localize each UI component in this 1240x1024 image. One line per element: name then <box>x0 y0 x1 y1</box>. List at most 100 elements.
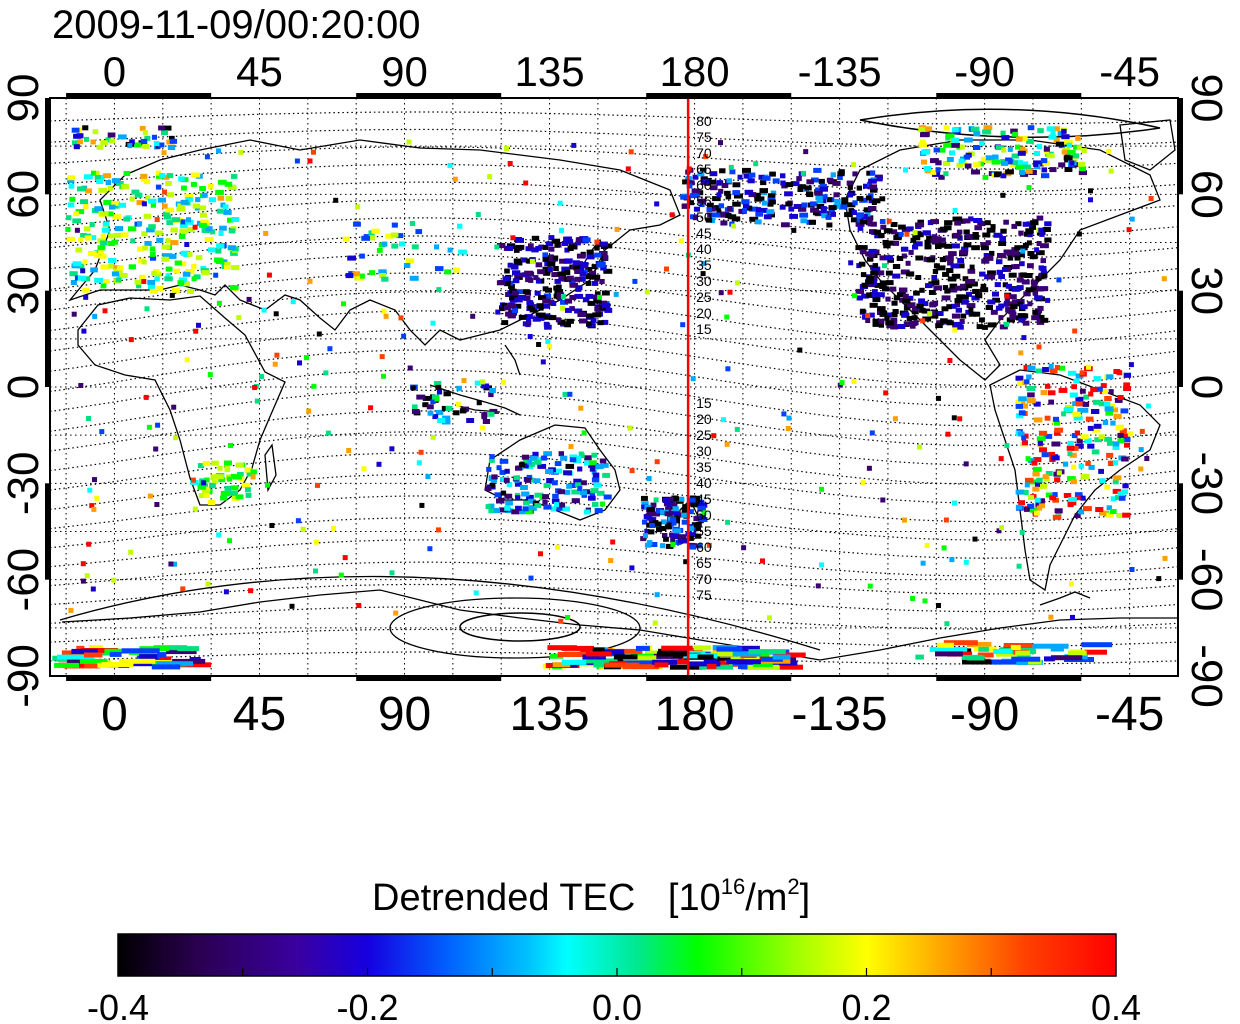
tec-point <box>1035 275 1042 281</box>
tec-point <box>980 156 986 162</box>
tec-point <box>948 287 958 293</box>
tec-point <box>514 303 522 309</box>
tec-point <box>535 278 541 284</box>
tec-point <box>77 186 86 192</box>
tec-point <box>526 474 533 480</box>
tec-point <box>396 233 404 239</box>
tec-point <box>658 526 667 531</box>
tec-point <box>816 204 825 209</box>
tec-point <box>703 154 709 160</box>
tec-point <box>250 474 256 480</box>
tec-point <box>1015 375 1024 381</box>
bottom-lon-tick: -90 <box>950 688 1019 741</box>
tec-point <box>1056 141 1065 147</box>
colorbar-tick-label: 0.0 <box>592 987 642 1024</box>
tec-point <box>1015 489 1025 495</box>
tec-point <box>797 347 803 353</box>
tec-point <box>356 603 362 608</box>
tec-point <box>1102 420 1109 425</box>
tec-point <box>187 251 193 257</box>
tec-point <box>692 495 701 501</box>
tec-point <box>924 244 932 250</box>
tec-point <box>272 361 278 367</box>
tec-point <box>113 232 121 238</box>
tec-point <box>850 217 857 223</box>
tec-point <box>566 483 572 489</box>
tec-point <box>966 303 976 309</box>
tec-point <box>376 247 383 253</box>
tec-point <box>1004 293 1010 299</box>
tec-point <box>161 244 171 250</box>
tec-point <box>522 289 530 295</box>
tec-point <box>488 411 495 417</box>
tec-point <box>544 324 552 330</box>
tec-point <box>681 203 690 209</box>
tec-point <box>952 327 958 333</box>
tec-point <box>724 441 730 447</box>
tec-point <box>1071 433 1078 439</box>
tec-point <box>604 307 613 313</box>
tec-point <box>1078 509 1085 515</box>
tec-point <box>1022 440 1028 446</box>
tec-point <box>910 320 918 326</box>
tec-point <box>528 277 534 283</box>
tec-point <box>90 586 96 592</box>
tec-point <box>640 536 647 542</box>
tec-point <box>487 174 493 180</box>
tec-point <box>1046 153 1055 159</box>
tec-point <box>1106 148 1112 154</box>
tec-point <box>682 538 689 544</box>
tec-point <box>585 293 594 299</box>
tec-point <box>591 264 597 270</box>
tec-point <box>498 507 508 513</box>
tec-point <box>973 145 981 150</box>
tec-point <box>499 306 505 312</box>
tec-point <box>1120 408 1129 414</box>
tec-point <box>381 373 386 379</box>
tec-point <box>209 483 216 489</box>
meridian-south-label: 40 <box>696 475 712 491</box>
tec-point <box>972 234 979 239</box>
tec-point <box>728 645 760 651</box>
tec-point <box>851 210 857 215</box>
tec-point <box>707 202 714 208</box>
tec-point <box>503 477 510 483</box>
tec-point <box>767 193 776 199</box>
tec-point <box>504 493 513 499</box>
tec-point <box>697 198 707 204</box>
tec-point <box>973 311 981 317</box>
tec-point <box>231 265 240 271</box>
tec-point <box>1054 365 1060 370</box>
tec-point <box>204 237 214 242</box>
tec-point <box>725 519 731 525</box>
tec-point <box>544 314 553 320</box>
tec-point <box>489 388 496 393</box>
tec-point <box>576 253 586 259</box>
tec-point <box>523 500 530 506</box>
tec-point <box>868 206 877 211</box>
tec-point <box>954 220 962 226</box>
tec-point <box>1148 196 1154 201</box>
tec-point <box>963 229 970 235</box>
tec-point <box>1026 185 1032 191</box>
tec-point <box>393 610 399 616</box>
tec-point <box>480 379 486 385</box>
tec-point <box>153 446 159 452</box>
tec-point <box>218 231 224 236</box>
tec-point <box>985 305 993 310</box>
tec-point <box>196 322 201 328</box>
tec-point <box>496 498 505 504</box>
left-lat-tick: 30 <box>0 266 48 315</box>
tec-point <box>570 457 577 463</box>
tec-point <box>1007 146 1013 152</box>
tec-point <box>666 522 672 528</box>
tec-point <box>535 245 542 251</box>
tec-point <box>871 266 881 272</box>
tec-point <box>602 303 611 309</box>
tec-point <box>980 242 987 248</box>
tec-point <box>1121 489 1129 495</box>
tec-point <box>681 507 690 513</box>
tec-point <box>1116 513 1123 519</box>
tec-point <box>514 481 522 487</box>
tec-point <box>833 203 842 209</box>
